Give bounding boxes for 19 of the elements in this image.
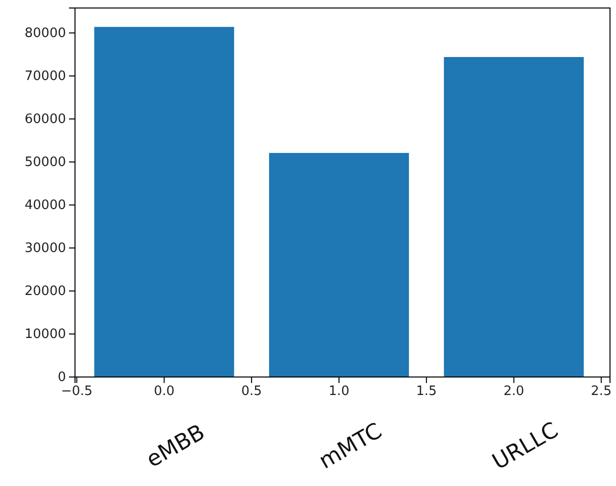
y-tick-label: 0 (58, 370, 66, 386)
x-tick-label: 1.5 (416, 384, 437, 400)
bar (444, 57, 584, 377)
x-tick-label: 2.0 (503, 384, 524, 400)
bar (94, 26, 234, 377)
y-tick-label: 10000 (24, 327, 66, 342)
bar (269, 152, 409, 377)
x-tick-label: 0.5 (241, 384, 262, 400)
y-tick-label: 60000 (24, 112, 66, 128)
y-tick-label: 70000 (24, 69, 66, 84)
x-tick-label: 2.5 (590, 384, 612, 400)
x-tick-label: 1.0 (328, 384, 350, 400)
y-tick-label: 80000 (24, 26, 66, 42)
y-tick-label: 30000 (24, 241, 66, 256)
x-tick-label: 0.0 (154, 384, 175, 400)
y-tick-label: 40000 (24, 198, 66, 214)
x-tick-label: −0.5 (60, 384, 93, 400)
y-tick-label: 50000 (24, 155, 66, 170)
y-tick-label: 20000 (24, 284, 66, 300)
